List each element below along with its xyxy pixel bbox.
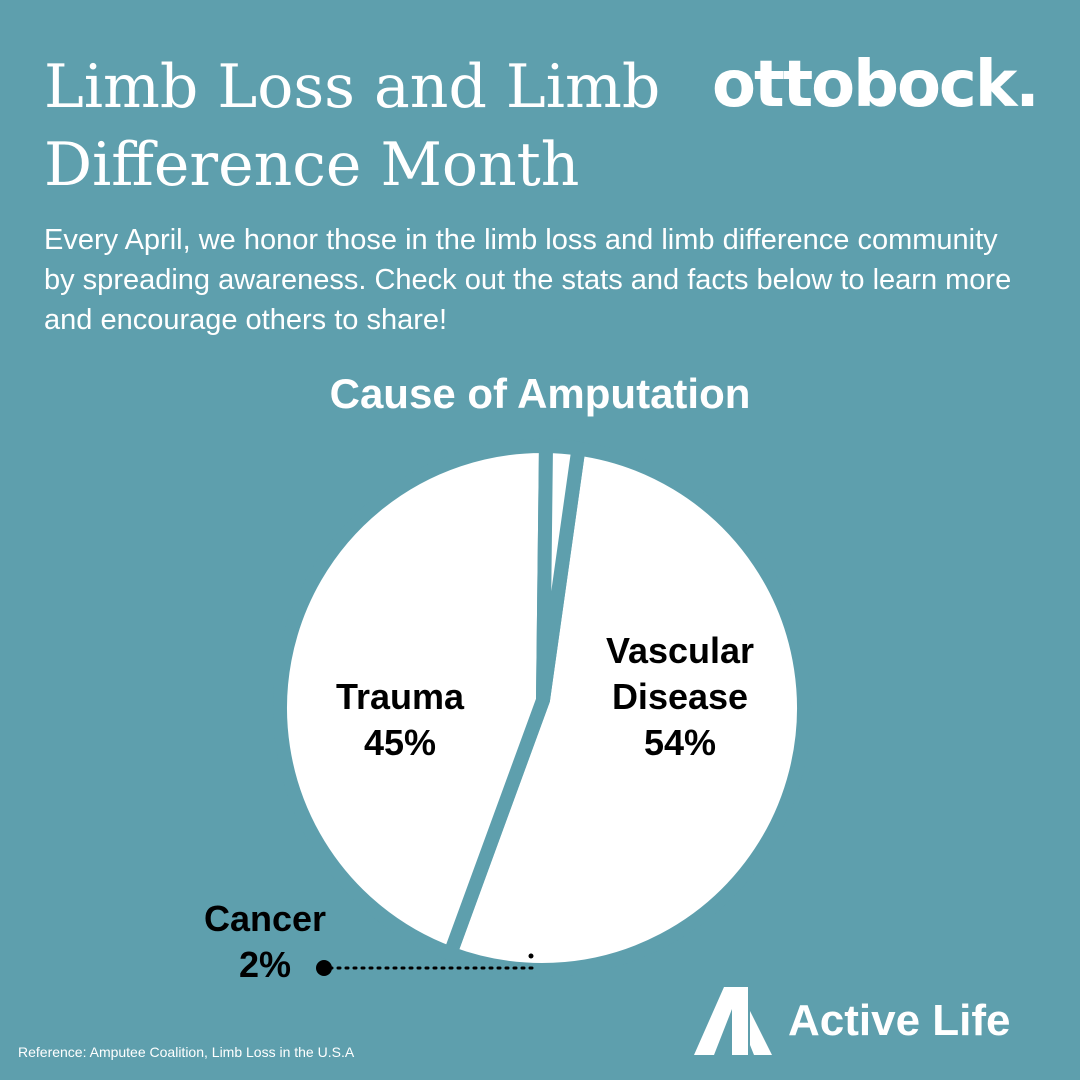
label-trauma: Trauma 45% [300, 674, 500, 766]
intro-text: Every April, we honor those in the limb … [44, 224, 1012, 336]
label-cancer-value: 2% [238, 944, 292, 985]
label-vascular-value: 54% [643, 722, 717, 763]
pie-slice-trauma [273, 439, 554, 963]
active-life-icon [694, 987, 772, 1055]
page-title: Limb Loss and Limb Difference Month [44, 52, 661, 200]
active-life-logo: Active Life [694, 986, 1011, 1056]
label-cancer-name: Cancer [203, 898, 327, 939]
ottobock-logo: ottobock. [712, 48, 1040, 122]
label-vascular-disease: Vascular Disease 54% [570, 628, 790, 766]
active-life-text: Active Life [788, 996, 1011, 1045]
label-vascular-line-2: Disease [611, 676, 749, 717]
label-trauma-value: 45% [363, 722, 437, 763]
label-cancer: Cancer 2% [150, 896, 380, 988]
label-vascular-line-1: Vascular [605, 630, 755, 671]
cancer-leader-dot [316, 960, 332, 976]
chart-title: Cause of Amputation [329, 370, 751, 417]
label-trauma-name: Trauma [335, 676, 465, 717]
cancer-leader-tip [528, 953, 534, 959]
reference-text: Reference: Amputee Coalition, Limb Loss … [18, 1044, 355, 1060]
pie-slice-cancer [536, 438, 587, 701]
pie-slice-vascular-disease [441, 440, 811, 977]
